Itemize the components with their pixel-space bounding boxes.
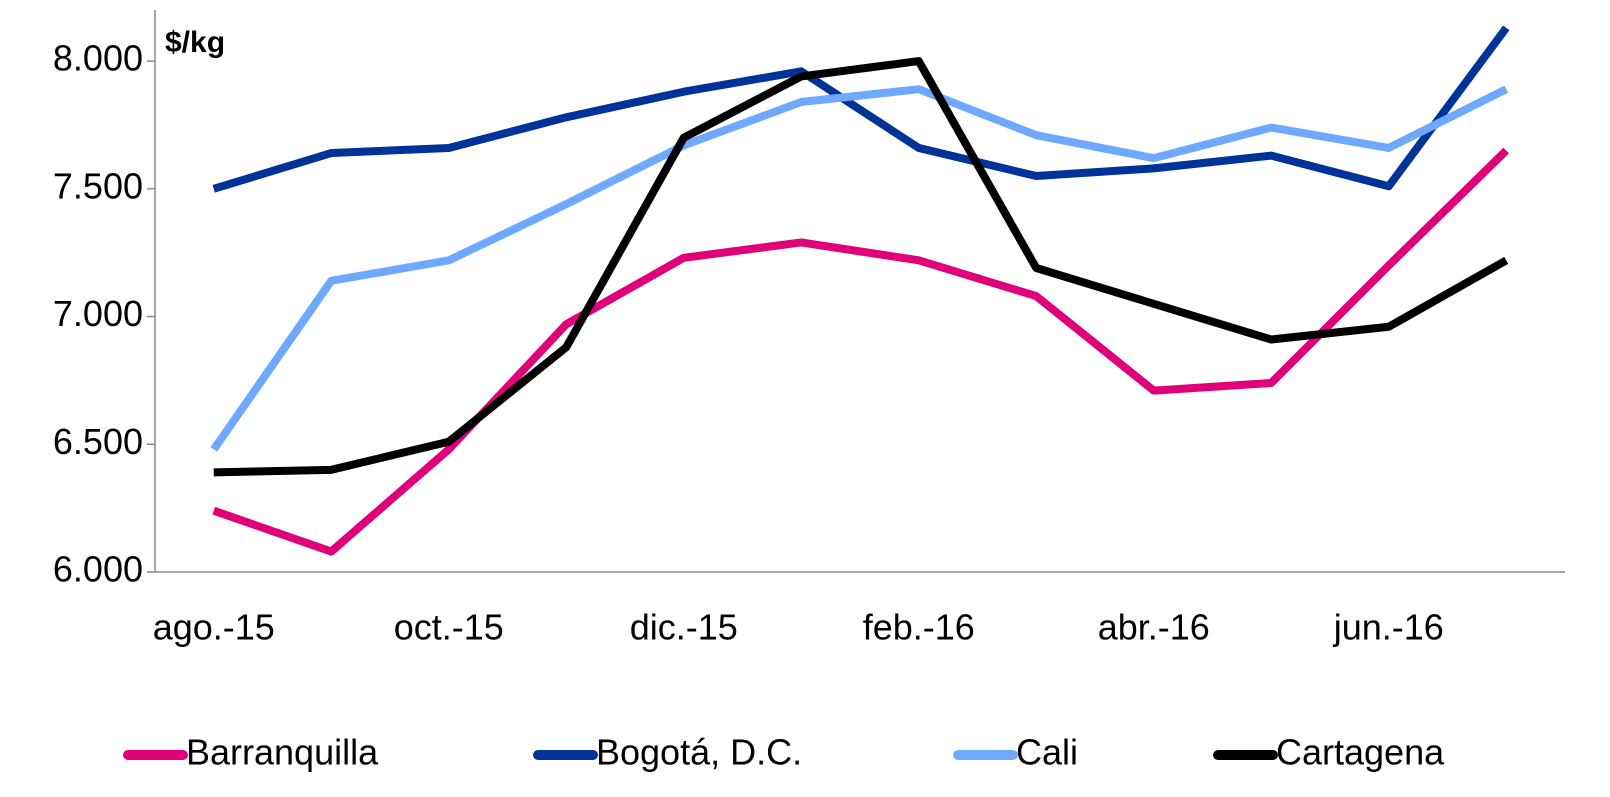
unit-annotation: $/kg — [165, 26, 225, 59]
legend-label: Cartagena — [1276, 732, 1445, 773]
series-line — [212, 25, 1510, 193]
series-line — [210, 85, 1509, 452]
legend-label: Cali — [1016, 732, 1078, 773]
x-tick-label: jun.-16 — [1333, 607, 1444, 648]
x-tick-label: feb.-16 — [863, 607, 975, 648]
y-tick-label: 7.000 — [53, 293, 143, 334]
x-tick-label: ago.-15 — [153, 607, 275, 648]
series-line — [213, 57, 1509, 477]
x-tick-label: dic.-15 — [630, 607, 738, 648]
x-tick-label: abr.-16 — [1098, 607, 1210, 648]
legend-label: Barranquilla — [186, 732, 379, 773]
legend-label: Bogotá, D.C. — [596, 732, 802, 773]
y-tick-label: 6.000 — [53, 549, 143, 590]
y-tick-label: 7.500 — [53, 165, 143, 206]
x-tick-label: oct.-15 — [394, 607, 504, 648]
series-line — [212, 147, 1510, 556]
y-tick-label: 8.000 — [53, 38, 143, 79]
y-tick-label: 6.500 — [53, 421, 143, 462]
